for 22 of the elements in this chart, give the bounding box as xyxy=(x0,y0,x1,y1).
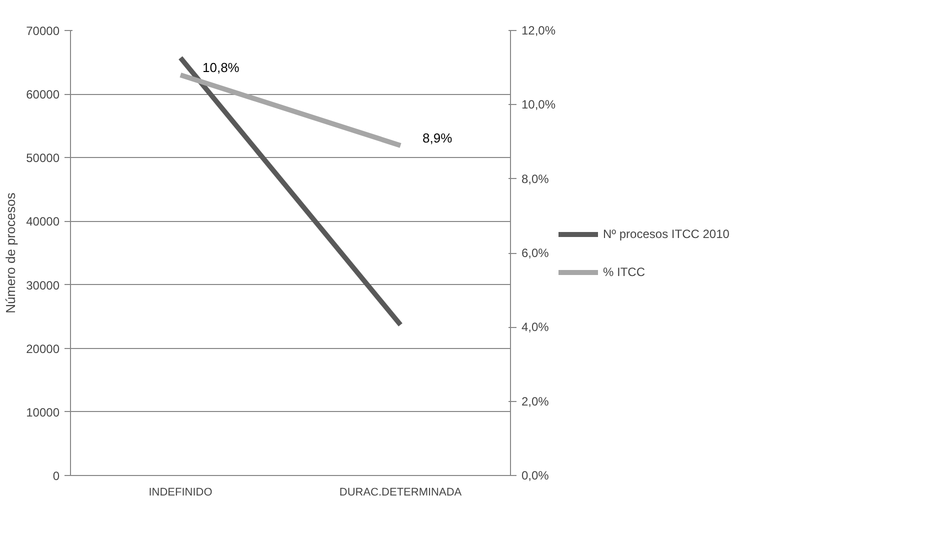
data-label: 8,9% xyxy=(422,130,453,146)
y2-tick-label: 4,0% xyxy=(522,320,550,334)
y2-tick-label: 8,0% xyxy=(522,172,550,186)
y-tick-label: 20000 xyxy=(26,342,60,356)
y-tick-label: 60000 xyxy=(26,88,60,102)
y-axis-title: Número de procesos xyxy=(3,192,18,314)
y-tick-label: 50000 xyxy=(26,151,60,166)
y2-tick-label: 2,0% xyxy=(522,394,550,408)
data-label: 10,8% xyxy=(202,60,240,75)
y-tick-label: 70000 xyxy=(26,24,60,38)
legend-label: Nº procesos ITCC 2010 xyxy=(603,226,730,240)
y-tick-label: 0 xyxy=(52,469,60,483)
y2-tick-label: 12,0% xyxy=(522,24,556,38)
y-tick-label: 10000 xyxy=(26,405,60,420)
y2-tick-label: 6,0% xyxy=(522,246,550,260)
x-tick-label: DURAC.DETERMINADA xyxy=(339,486,462,498)
legend-label: % ITCC xyxy=(603,264,645,278)
y2-tick-label: 0,0% xyxy=(522,468,550,482)
y-tick-label: 40000 xyxy=(26,214,60,229)
x-tick-label: INDEFINIDO xyxy=(148,486,213,498)
y2-tick-label: 10,0% xyxy=(522,98,556,112)
y-tick-label: 30000 xyxy=(26,278,60,292)
